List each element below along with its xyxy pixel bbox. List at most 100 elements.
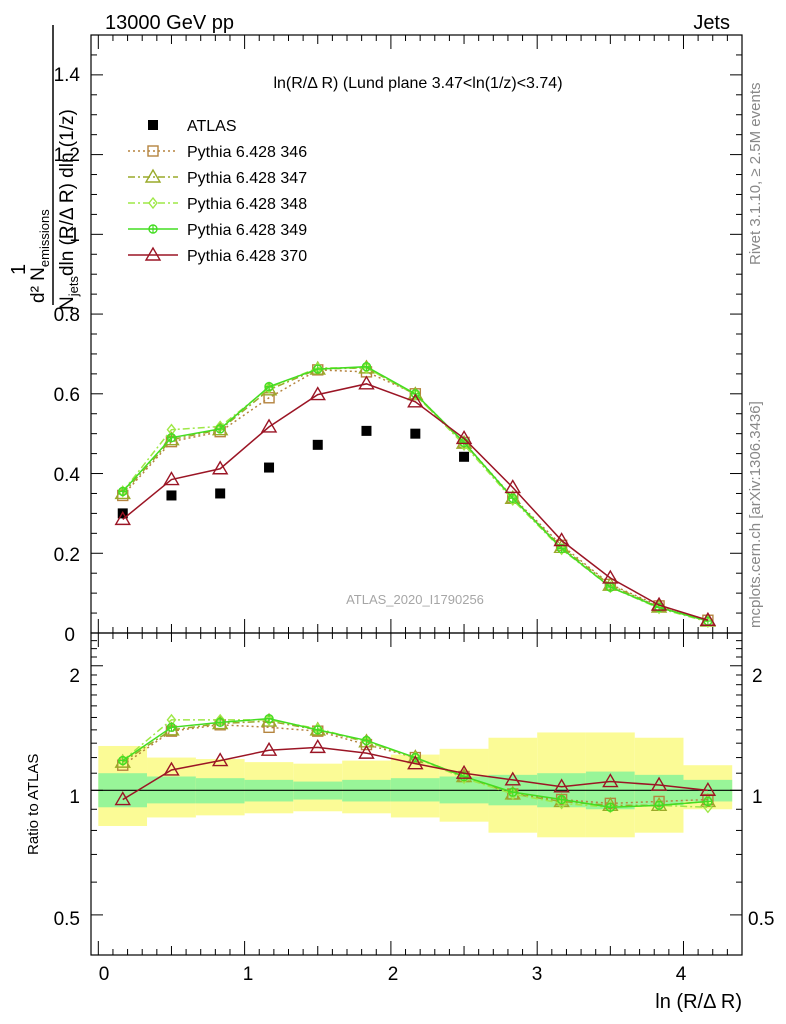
- legend-marker: [144, 168, 162, 183]
- ratio-data-point: [358, 744, 375, 759]
- ratio-data-point: [211, 752, 229, 767]
- rivet-label: Rivet 3.1.10, ≥ 2.5M events: [747, 83, 764, 266]
- main-y-axis-label: 1 d² Nemissions Njetsdln (R/Δ R) dln (1/…: [8, 25, 81, 310]
- x-tick-labels: 0 1 2 3 4: [99, 964, 687, 985]
- main-data-point: [114, 510, 131, 526]
- x-ticks: [97, 35, 743, 955]
- main-data-point: [313, 364, 323, 374]
- main-data-point: [459, 451, 470, 462]
- main-data-point: [166, 490, 177, 501]
- ratio-data-point: [504, 771, 521, 786]
- analysis-watermark: ATLAS_2020_I1790256: [346, 592, 484, 607]
- legend-label: ATLAS: [187, 118, 237, 135]
- legend-marker: [148, 120, 158, 130]
- ratio-data-point: [553, 778, 570, 793]
- main-data-point: [312, 439, 323, 450]
- ratio-data-point: [605, 801, 616, 814]
- ratio-data-point: [361, 735, 372, 746]
- ratio-y-tick-label-left: 0.5: [54, 909, 80, 930]
- ratio-data-point: [703, 796, 713, 807]
- ratio-data-point: [699, 781, 717, 797]
- ratio-data-point: [556, 797, 567, 810]
- main-y-tick-label: 1.2: [54, 145, 80, 166]
- main-data-point: [361, 361, 372, 372]
- main-data-point: [508, 493, 518, 503]
- main-data-point: [260, 418, 278, 433]
- legend-label: Pythia 6.428 347: [187, 170, 307, 187]
- main-data-point: [407, 393, 424, 408]
- header-left: 13000 GeV pp: [105, 12, 234, 34]
- ratio-data-point: [264, 713, 274, 724]
- svg-text:Njetsdln (R/Δ R) dln (1/z): Njetsdln (R/Δ R) dln (1/z): [57, 109, 81, 310]
- x-axis-label: ln (R/Δ R): [655, 991, 742, 1013]
- main-y-tick-label: 0.2: [54, 545, 80, 566]
- ratio-data-point: [703, 801, 713, 814]
- main-y-tick-label: 1.4: [54, 65, 81, 86]
- ratio-data-point: [114, 791, 131, 806]
- ratio-y-tick-label-right: 1: [752, 787, 763, 808]
- header-right: Jets: [693, 12, 730, 34]
- main-data-point: [215, 424, 225, 434]
- x-tick-label: 2: [388, 964, 399, 985]
- main-data-point: [264, 381, 274, 392]
- x-tick-label: 1: [243, 964, 254, 985]
- ratio-uncertainty-bands: [91, 732, 742, 838]
- main-data-point: [699, 611, 717, 626]
- main-y-tick-label: 0.6: [54, 385, 80, 406]
- ratio-data-point: [605, 802, 616, 812]
- ratio-data-point: [556, 794, 567, 805]
- legend-label: Pythia 6.428 370: [187, 248, 307, 265]
- main-plot-series: [114, 359, 717, 628]
- ratio-data-point: [260, 741, 278, 756]
- main-data-point: [117, 485, 128, 498]
- ratio-data-point: [166, 722, 177, 733]
- main-data-point: [211, 460, 229, 475]
- main-series-5: [114, 375, 717, 626]
- ratio-y-ticks: [91, 632, 742, 956]
- ratio-data-point: [508, 787, 518, 797]
- main-y-tick-label-zero: 0: [64, 625, 75, 646]
- ratio-y-tick-labels: 0.5 1 2 0.5 1 2: [54, 666, 775, 930]
- main-data-point: [358, 375, 375, 390]
- main-y-tick-labels: 0.2 0.4 0.6 0.8 1 1.2 1.4: [54, 65, 81, 566]
- ratio-data-point: [654, 799, 664, 812]
- mcplots-label: mcplots.cern.ch [arXiv:1306.3436]: [747, 401, 764, 628]
- legend-label: Pythia 6.428 348: [187, 196, 307, 213]
- ratio-y-tick-label-right: 2: [752, 666, 763, 687]
- ratio-data-point: [163, 761, 180, 776]
- main-data-point: [309, 386, 326, 401]
- ratio-series-line: [122, 746, 708, 801]
- ratio-y-tick-label-left: 2: [69, 666, 80, 687]
- main-series-line: [122, 383, 709, 621]
- main-data-point: [264, 462, 275, 473]
- legend-marker: [148, 196, 158, 210]
- svg-text:d² Nemissions: d² Nemissions: [28, 209, 52, 303]
- main-data-point: [602, 569, 619, 584]
- main-y-tick-label: 0.8: [54, 305, 80, 326]
- main-y-tick-label: 1: [69, 225, 80, 246]
- legend: ATLAS Pythia 6.428 346 Pythia 6.428 347 …: [128, 118, 307, 265]
- ratio-y-tick-label-left: 1: [69, 787, 80, 808]
- ratio-data-point: [313, 725, 323, 735]
- ratio-data-point: [215, 717, 225, 728]
- main-y-ticks: [91, 34, 742, 634]
- main-data-point: [215, 488, 226, 499]
- ratio-data-point: [455, 764, 473, 779]
- legend-marker: [147, 145, 159, 157]
- ratio-panel-frame: [90, 632, 743, 956]
- main-data-point: [410, 428, 421, 439]
- main-data-point: [459, 437, 469, 448]
- ratio-data-point: [407, 755, 424, 770]
- main-data-point: [556, 543, 567, 556]
- main-data-point: [455, 430, 473, 445]
- ratio-plot-series: [114, 712, 717, 814]
- main-data-point: [504, 479, 521, 494]
- x-tick-label: 0: [99, 964, 110, 985]
- legend-marker: [144, 246, 162, 261]
- main-data-point: [163, 471, 180, 486]
- legend-label: Pythia 6.428 349: [187, 222, 307, 239]
- main-data-point: [605, 582, 616, 592]
- main-data-point: [166, 432, 177, 443]
- x-tick-label: 3: [532, 964, 543, 985]
